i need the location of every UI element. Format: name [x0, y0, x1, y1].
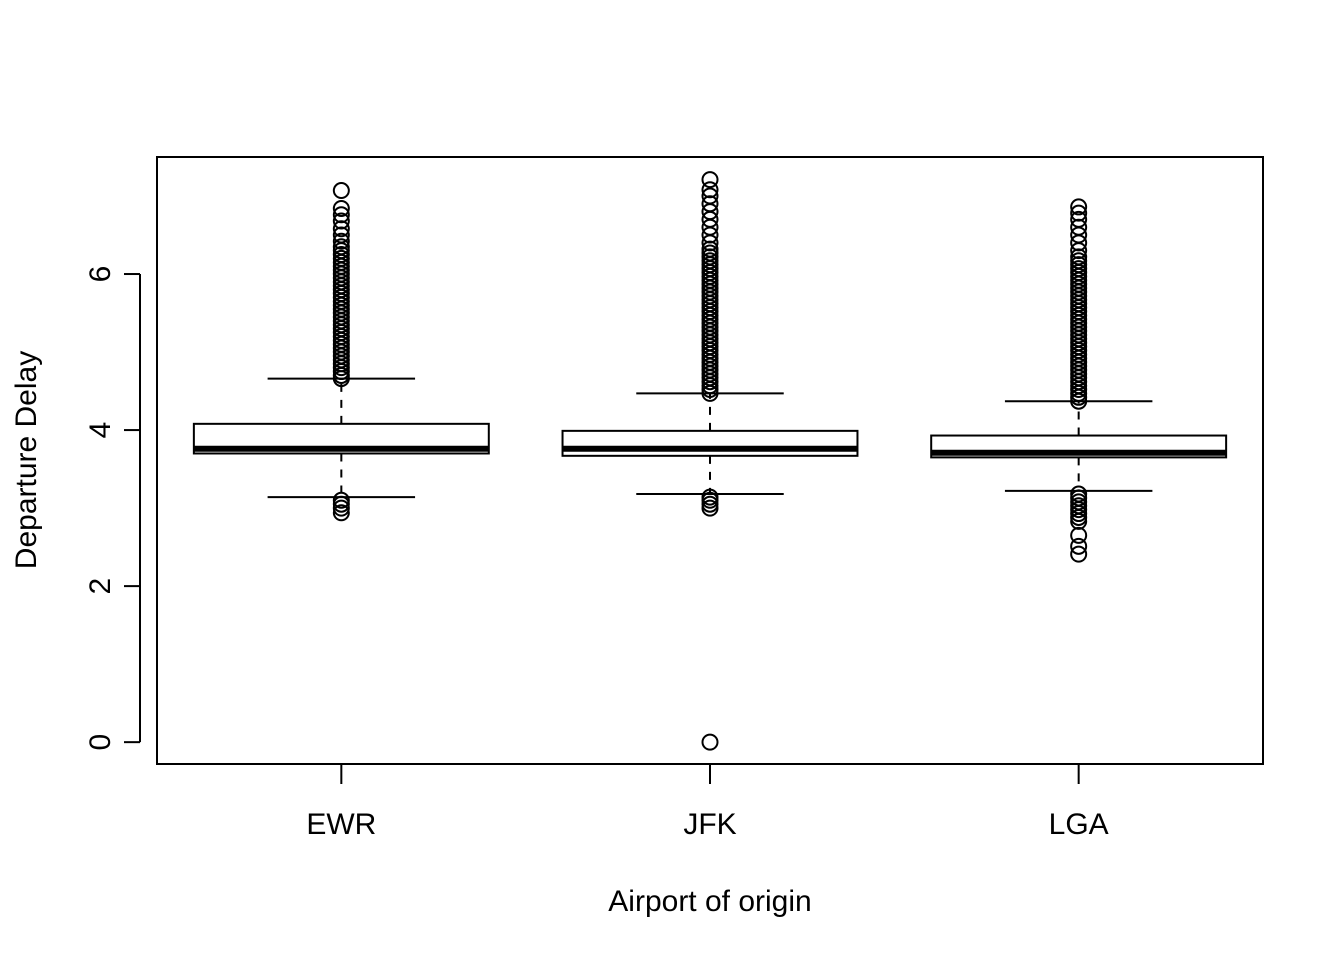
outlier-point: [701, 499, 719, 517]
outlier-point: [332, 232, 350, 250]
y-tick-label: 4: [84, 422, 117, 439]
outlier-point: [701, 181, 719, 199]
boxes-layer: [192, 171, 1228, 751]
outlier-point: [332, 499, 350, 517]
box-group-lga: [930, 198, 1228, 563]
y-tick-label: 0: [84, 734, 117, 751]
x-axis-title: Airport of origin: [608, 885, 811, 918]
outlier-point: [701, 733, 719, 751]
outlier-point: [1070, 204, 1088, 222]
x-tick-label: JFK: [683, 808, 736, 841]
box-group-ewr: [192, 182, 490, 522]
outlier-point: [701, 171, 719, 189]
box-group-jfk: [561, 171, 859, 751]
outlier-point: [332, 504, 350, 522]
y-tick-label: 6: [84, 266, 117, 283]
outlier-point: [332, 212, 350, 230]
x-tick-label: LGA: [1049, 808, 1109, 841]
y-tick-label: 2: [84, 578, 117, 595]
outlier-point: [332, 238, 350, 256]
outlier-point: [1070, 210, 1088, 228]
outlier-point: [1070, 198, 1088, 216]
x-axis: EWR JFK LGA: [306, 763, 1109, 841]
outlier-point: [701, 187, 719, 205]
iqr-box: [561, 429, 859, 457]
outlier-point: [1070, 545, 1088, 563]
outlier-point: [332, 182, 350, 200]
outlier-point: [332, 206, 350, 224]
y-axis: 0 2 4 6: [84, 266, 141, 751]
outlier-point: [1070, 526, 1088, 544]
outlier-point: [1070, 537, 1088, 555]
x-tick-label: EWR: [306, 808, 376, 841]
outlier-point: [332, 199, 350, 217]
y-axis-title: Departure Delay: [10, 351, 43, 569]
